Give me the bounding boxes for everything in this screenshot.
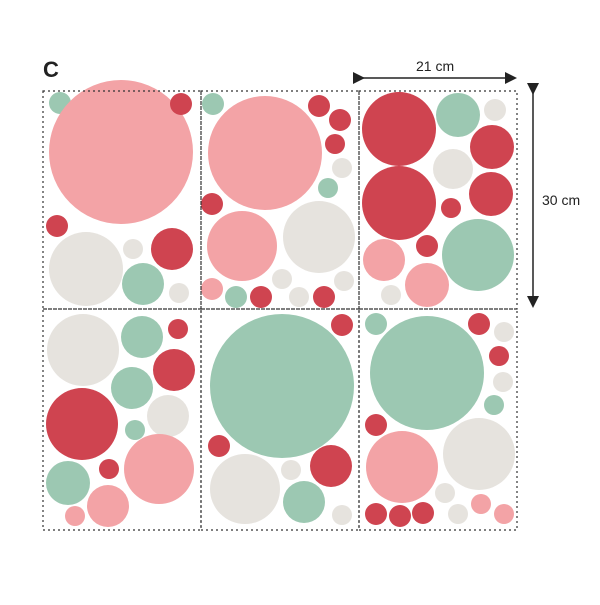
dot-sticker bbox=[365, 313, 387, 335]
dot-sticker bbox=[468, 313, 490, 335]
dot-sticker bbox=[484, 99, 506, 121]
dot-sticker bbox=[49, 80, 193, 224]
dot-sticker bbox=[122, 263, 164, 305]
dot-sticker bbox=[493, 372, 513, 392]
dot-sticker bbox=[111, 367, 153, 409]
dot-sticker bbox=[283, 481, 325, 523]
dot-sticker bbox=[362, 92, 436, 166]
dot-sticker bbox=[202, 93, 224, 115]
dot-sticker bbox=[283, 201, 355, 273]
dot-sticker bbox=[225, 286, 247, 308]
dot-sticker bbox=[208, 96, 322, 210]
dot-sticker bbox=[281, 460, 301, 480]
dot-sticker bbox=[363, 239, 405, 281]
dot-sticker bbox=[329, 109, 351, 131]
dot-sticker bbox=[289, 287, 309, 307]
dot-sticker bbox=[151, 228, 193, 270]
dot-sticker bbox=[370, 316, 484, 430]
dot-sticker bbox=[147, 395, 189, 437]
dot-sticker bbox=[208, 435, 230, 457]
dot-sticker bbox=[331, 314, 353, 336]
dot-sticker bbox=[405, 263, 449, 307]
dot-sticker bbox=[366, 431, 438, 503]
dot-sticker bbox=[210, 454, 280, 524]
dot-sticker bbox=[416, 235, 438, 257]
dot-sticker bbox=[318, 178, 338, 198]
dot-sticker bbox=[389, 505, 411, 527]
dot-sticker bbox=[46, 388, 118, 460]
dot-sticker bbox=[325, 134, 345, 154]
width-label: 21 cm bbox=[416, 58, 455, 74]
dot-sticker bbox=[332, 505, 352, 525]
sheet-outline-sheet-2 bbox=[200, 90, 360, 310]
dot-sticker bbox=[494, 504, 514, 524]
dot-sticker bbox=[153, 349, 195, 391]
dot-sticker bbox=[443, 418, 515, 490]
dot-sticker bbox=[65, 506, 85, 526]
dot-sticker bbox=[442, 219, 514, 291]
dot-sticker bbox=[46, 215, 68, 237]
dot-sticker bbox=[49, 232, 123, 306]
dot-sticker bbox=[362, 166, 436, 240]
dot-sticker bbox=[169, 283, 189, 303]
dot-sticker bbox=[334, 271, 354, 291]
dot-sticker bbox=[123, 239, 143, 259]
dot-sticker bbox=[272, 269, 292, 289]
dot-sticker bbox=[436, 93, 480, 137]
dot-sticker bbox=[484, 395, 504, 415]
dot-sticker bbox=[210, 314, 354, 458]
dot-sticker bbox=[168, 319, 188, 339]
dot-sticker bbox=[433, 149, 473, 189]
variant-label: C bbox=[43, 57, 59, 82]
dot-sticker bbox=[313, 286, 335, 308]
dot-sticker bbox=[412, 502, 434, 524]
dot-sticker bbox=[435, 483, 455, 503]
dot-sticker bbox=[124, 434, 194, 504]
dot-sticker bbox=[470, 125, 514, 169]
dot-sticker bbox=[207, 211, 277, 281]
sheet-outline-sheet-3 bbox=[358, 90, 518, 310]
dot-sticker bbox=[170, 93, 192, 115]
dot-sticker bbox=[201, 193, 223, 215]
dot-sticker bbox=[494, 322, 514, 342]
dot-sticker bbox=[121, 316, 163, 358]
dot-sticker bbox=[250, 286, 272, 308]
dot-sticker bbox=[471, 494, 491, 514]
dot-sticker bbox=[47, 314, 119, 386]
dot-sticker bbox=[99, 459, 119, 479]
dot-sticker bbox=[365, 503, 387, 525]
dot-sticker bbox=[46, 461, 90, 505]
dot-sticker bbox=[308, 95, 330, 117]
dot-sticker bbox=[365, 414, 387, 436]
dot-sticker bbox=[87, 485, 129, 527]
dot-sticker bbox=[441, 198, 461, 218]
dot-sticker bbox=[332, 158, 352, 178]
dot-sticker bbox=[448, 504, 468, 524]
dot-sticker bbox=[489, 346, 509, 366]
dot-sticker bbox=[310, 445, 352, 487]
sheet-outline-sheet-1 bbox=[42, 90, 202, 310]
dot-sticker bbox=[469, 172, 513, 216]
height-label: 30 cm bbox=[542, 192, 581, 208]
dot-sticker bbox=[381, 285, 401, 305]
dot-sticker bbox=[125, 420, 145, 440]
dot-sticker bbox=[201, 278, 223, 300]
